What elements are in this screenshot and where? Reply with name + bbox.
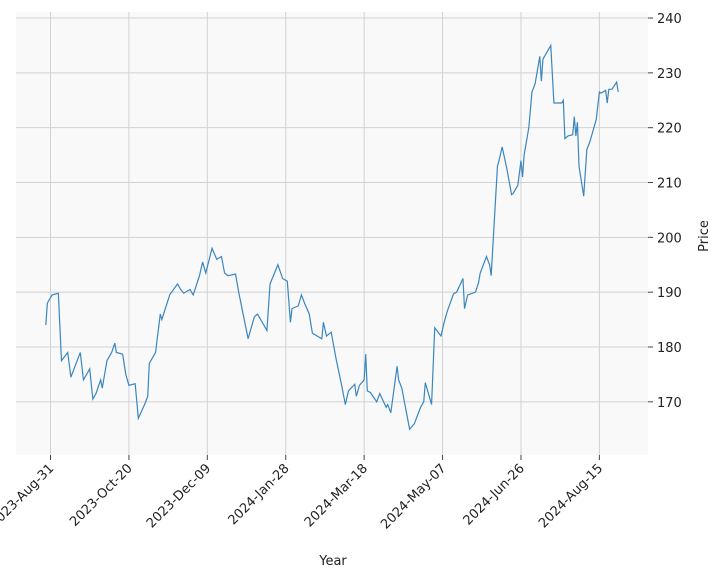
y-tick-label: 220 bbox=[657, 122, 682, 137]
y-tick-label: 190 bbox=[657, 286, 682, 301]
y-tick-label: 200 bbox=[657, 231, 682, 246]
price-line bbox=[45, 43, 619, 431]
y-tick-label: 210 bbox=[657, 177, 682, 192]
x-tick-label: 2023-Dec-09 bbox=[144, 461, 214, 531]
x-tick-label: 2024-Jun-26 bbox=[461, 461, 528, 528]
y-tick-label: 170 bbox=[657, 396, 682, 411]
x-axis-label: Year bbox=[318, 554, 347, 569]
x-tick-label: 2024-Aug-15 bbox=[536, 461, 606, 531]
y-tick-label: 230 bbox=[657, 67, 682, 82]
x-tick-label: 2024-Jan-28 bbox=[226, 461, 293, 528]
x-tick-label: 2023-Oct-20 bbox=[67, 461, 135, 529]
y-axis-label: Price bbox=[697, 220, 712, 252]
x-tick-label: 2024-Mar-18 bbox=[302, 461, 371, 530]
x-tick-label: 2024-May-07 bbox=[378, 461, 449, 532]
x-tick-label: 2023-Aug-31 bbox=[0, 461, 57, 531]
plot-area bbox=[16, 12, 648, 455]
y-tick-label: 180 bbox=[657, 341, 682, 356]
y-tick-label: 240 bbox=[657, 12, 682, 27]
